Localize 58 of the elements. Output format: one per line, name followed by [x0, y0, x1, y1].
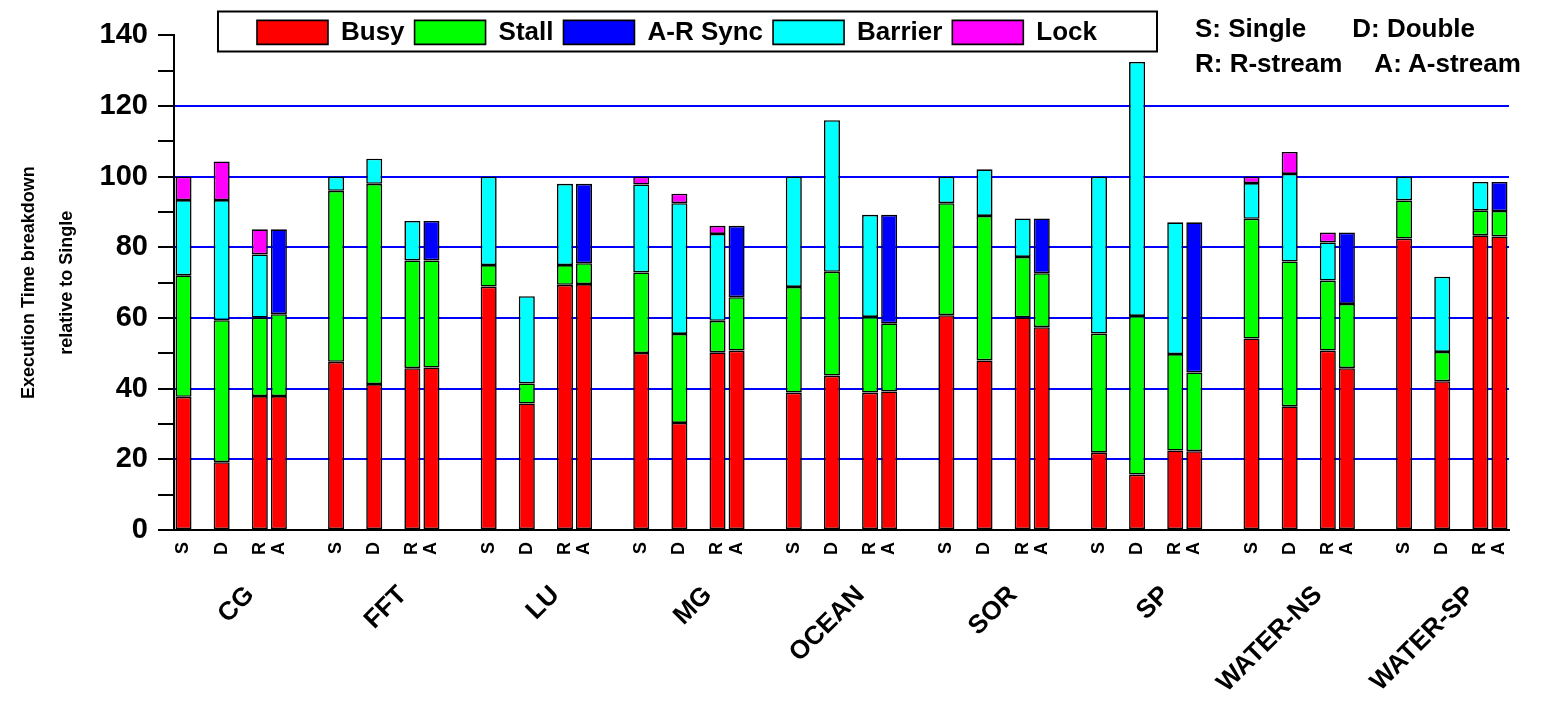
x-tick-label: D: [668, 542, 689, 555]
annotation: S: Single: [1195, 13, 1307, 44]
legend-label: A-R Sync: [647, 15, 764, 46]
x-tick-label: D: [973, 542, 994, 555]
x-tick-label: A: [267, 542, 288, 555]
y-axis-title: Execution Time breakdown relative to Single: [17, 166, 76, 400]
y-tick-label: 80: [115, 229, 148, 262]
x-tick-label: R: [401, 542, 422, 555]
x-tick-label: R: [553, 542, 574, 555]
x-tick-label: S: [1393, 542, 1414, 555]
x-tick-label: D: [1431, 542, 1452, 555]
legend-label: Barrier: [857, 15, 943, 46]
y-tick-label: 40: [115, 370, 148, 403]
y-tick-label: 140: [99, 17, 148, 50]
x-tick-label: A: [1335, 542, 1356, 555]
legend-label: Lock: [1036, 15, 1098, 46]
annotation: D: Double: [1352, 13, 1475, 44]
x-tick-label: D: [363, 542, 384, 555]
x-tick-label: S: [630, 542, 651, 555]
annotation: A: A-stream: [1374, 48, 1521, 79]
x-tick-label: D: [1278, 542, 1299, 555]
x-tick-label: A: [572, 542, 593, 555]
y-tick-label: 60: [115, 300, 148, 333]
y-tick-label: 120: [99, 88, 148, 121]
x-tick-label: D: [515, 542, 536, 555]
x-tick-label: S: [477, 542, 498, 555]
x-tick-label: S: [172, 542, 193, 555]
x-tick-label: S: [782, 542, 803, 555]
x-tick-label: R: [1316, 542, 1337, 555]
x-tick-label: A: [878, 542, 899, 555]
legend-label: Stall: [498, 15, 554, 46]
x-tick-label: R: [1164, 542, 1185, 555]
y-tick-label: 0: [131, 512, 148, 544]
text: MG: [666, 579, 718, 630]
y-tick-label: 100: [99, 158, 148, 191]
x-tick-label: S: [1240, 542, 1261, 555]
x-tick-label: D: [210, 542, 231, 555]
x-tick-label: A: [725, 542, 746, 555]
x-tick-label: S: [325, 542, 346, 555]
x-tick-label: A: [1183, 542, 1204, 555]
x-tick-label: A: [1030, 542, 1051, 555]
x-tick-label: D: [820, 542, 841, 555]
text: SP: [1129, 579, 1176, 625]
x-tick-label: R: [248, 542, 269, 555]
x-tick-label: S: [1087, 542, 1108, 555]
x-tick-label: R: [706, 542, 727, 555]
annotation: R: R-stream: [1195, 48, 1343, 79]
x-tick-label: D: [1126, 542, 1147, 555]
x-tick-label: R: [1469, 542, 1490, 555]
legend-label: Busy: [340, 15, 406, 46]
x-tick-label: R: [1011, 542, 1032, 555]
x-tick-label: A: [1488, 542, 1509, 555]
x-tick-label: R: [859, 542, 880, 555]
text: LU: [519, 579, 565, 625]
x-tick-label: A: [420, 542, 441, 555]
y-tick-label: 20: [115, 441, 148, 474]
x-tick-label: S: [935, 542, 956, 555]
text: CG: [210, 579, 260, 628]
